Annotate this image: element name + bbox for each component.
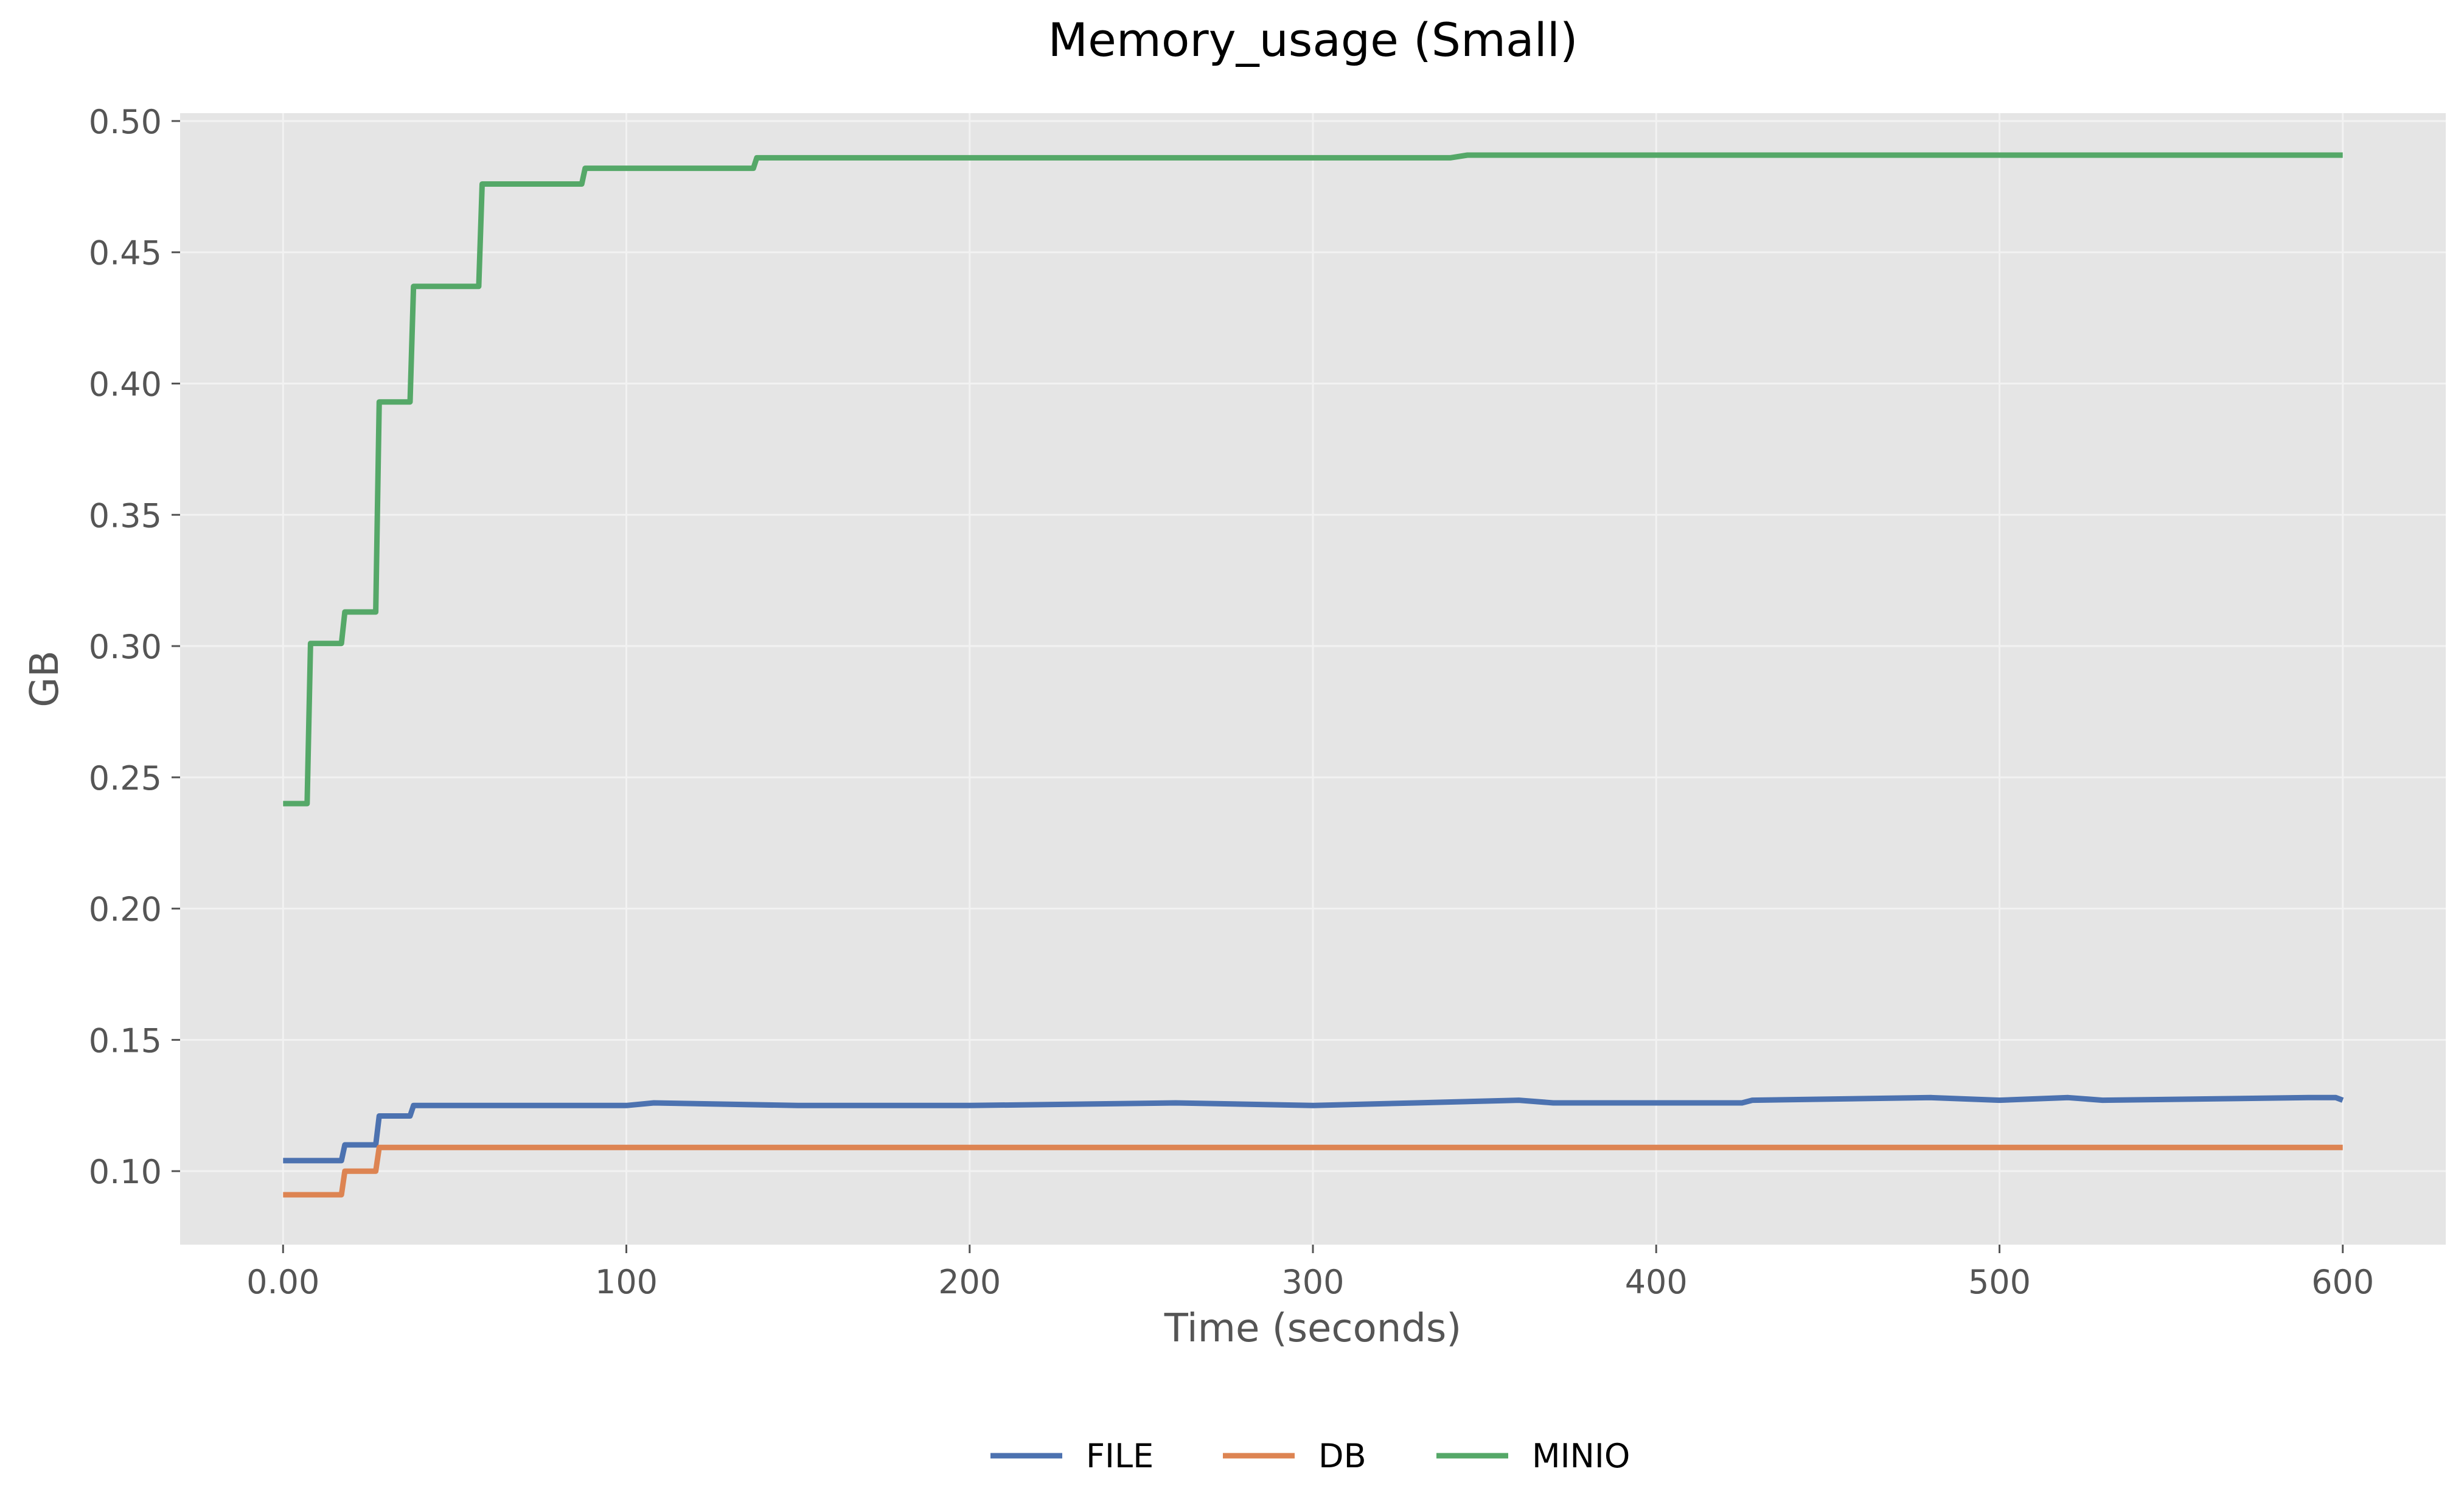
x-tick-label: 600 xyxy=(2311,1263,2374,1301)
chart-title: Memory_usage (Small) xyxy=(1048,13,1578,67)
y-tick-label: 0.20 xyxy=(89,891,162,929)
y-tick-label: 0.25 xyxy=(89,759,162,798)
legend-item-file: FILE xyxy=(990,1437,1154,1475)
legend-label: DB xyxy=(1318,1437,1366,1475)
x-tick-label: 0.00 xyxy=(246,1263,319,1301)
y-tick-label: 0.10 xyxy=(89,1153,162,1191)
x-tick-label: 500 xyxy=(1968,1263,2031,1301)
gridlines xyxy=(180,113,2446,1245)
y-tick-label: 0.15 xyxy=(89,1021,162,1060)
x-tick-label: 400 xyxy=(1625,1263,1688,1301)
series-line-db xyxy=(283,1144,2343,1198)
legend-label: FILE xyxy=(1086,1437,1154,1475)
legend-item-minio: MINIO xyxy=(1436,1437,1630,1475)
x-tick-label: 100 xyxy=(595,1263,658,1301)
y-tick-label: 0.50 xyxy=(89,103,162,141)
y-tick-label: 0.40 xyxy=(89,366,162,404)
x-tick-label: 300 xyxy=(1281,1263,1344,1301)
y-tick-label: 0.35 xyxy=(89,496,162,535)
series-line-file xyxy=(283,1094,2344,1164)
x-tick-label: 200 xyxy=(938,1263,1001,1301)
y-tick-label: 0.45 xyxy=(89,234,162,273)
series-lines xyxy=(283,152,2344,1198)
legend-item-db: DB xyxy=(1223,1437,1366,1475)
legend: FILE DB MINIO xyxy=(990,1437,1630,1475)
legend-label: MINIO xyxy=(1532,1437,1630,1475)
series-line-minio xyxy=(283,152,2343,807)
axes: 0.10 0.15 0.20 0.25 0.30 0.35 0.40 0.45 0.50 0.00… xyxy=(89,103,2375,1301)
x-axis-label: Time (seconds) xyxy=(1164,1306,1462,1351)
y-axis-label: GB xyxy=(23,650,68,707)
y-tick-label: 0.30 xyxy=(89,628,162,666)
